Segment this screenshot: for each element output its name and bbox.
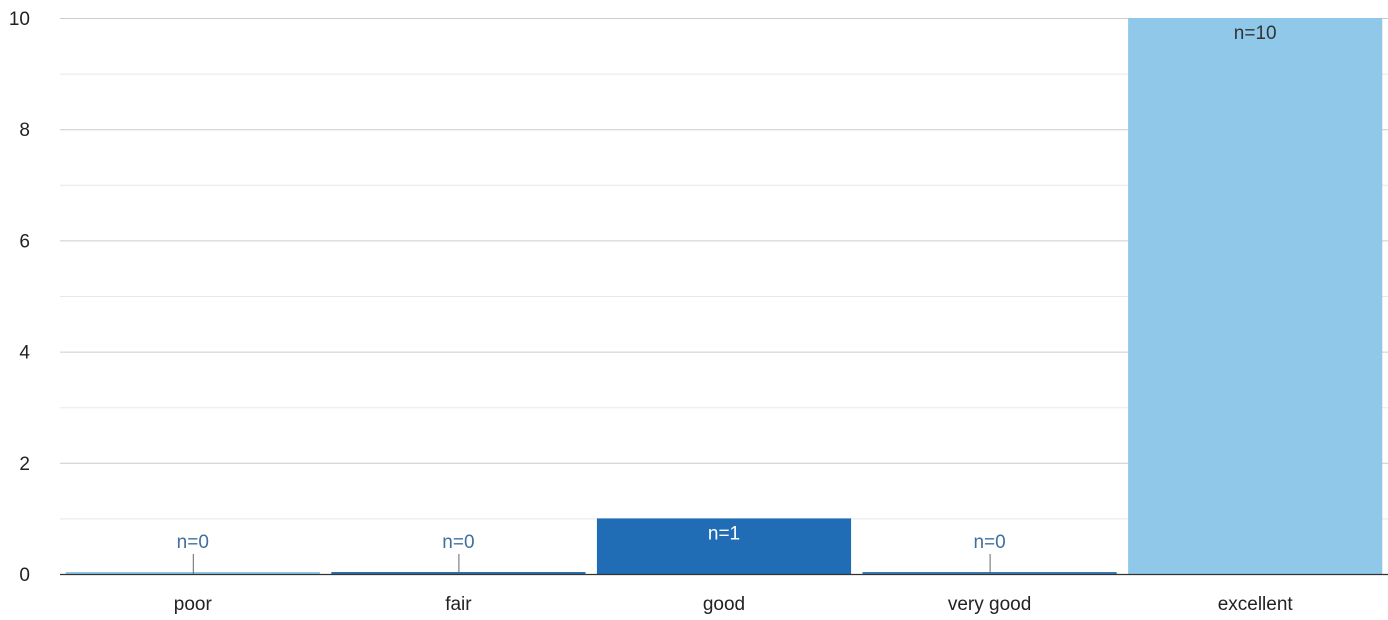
bar-excellent [1128, 18, 1383, 574]
x-axis-ticks: poor fair good very good excellent [174, 594, 1294, 615]
y-tick-label: 10 [9, 9, 30, 30]
data-label: n=0 [973, 532, 1005, 553]
data-label: n=10 [1234, 23, 1277, 44]
x-tick-label: poor [174, 594, 213, 615]
data-label: n=1 [708, 523, 740, 544]
x-tick-label: good [703, 594, 745, 615]
y-tick-label: 4 [19, 343, 30, 364]
x-tick-label: fair [445, 594, 472, 615]
x-tick-label: very good [948, 594, 1031, 615]
data-label: n=0 [442, 532, 474, 553]
y-tick-label: 8 [19, 120, 30, 141]
y-tick-label: 2 [19, 454, 30, 475]
y-tick-label: 0 [19, 565, 30, 586]
x-tick-label: excellent [1218, 594, 1294, 615]
data-label: n=0 [177, 532, 209, 553]
bar-poor [65, 572, 320, 574]
y-tick-label: 6 [19, 231, 30, 252]
bar-good [596, 518, 852, 574]
y-axis-ticks: 0 2 4 6 8 10 [9, 9, 31, 586]
data-labels: n=0 n=0 n=1 n=0 n=10 [177, 23, 1277, 574]
